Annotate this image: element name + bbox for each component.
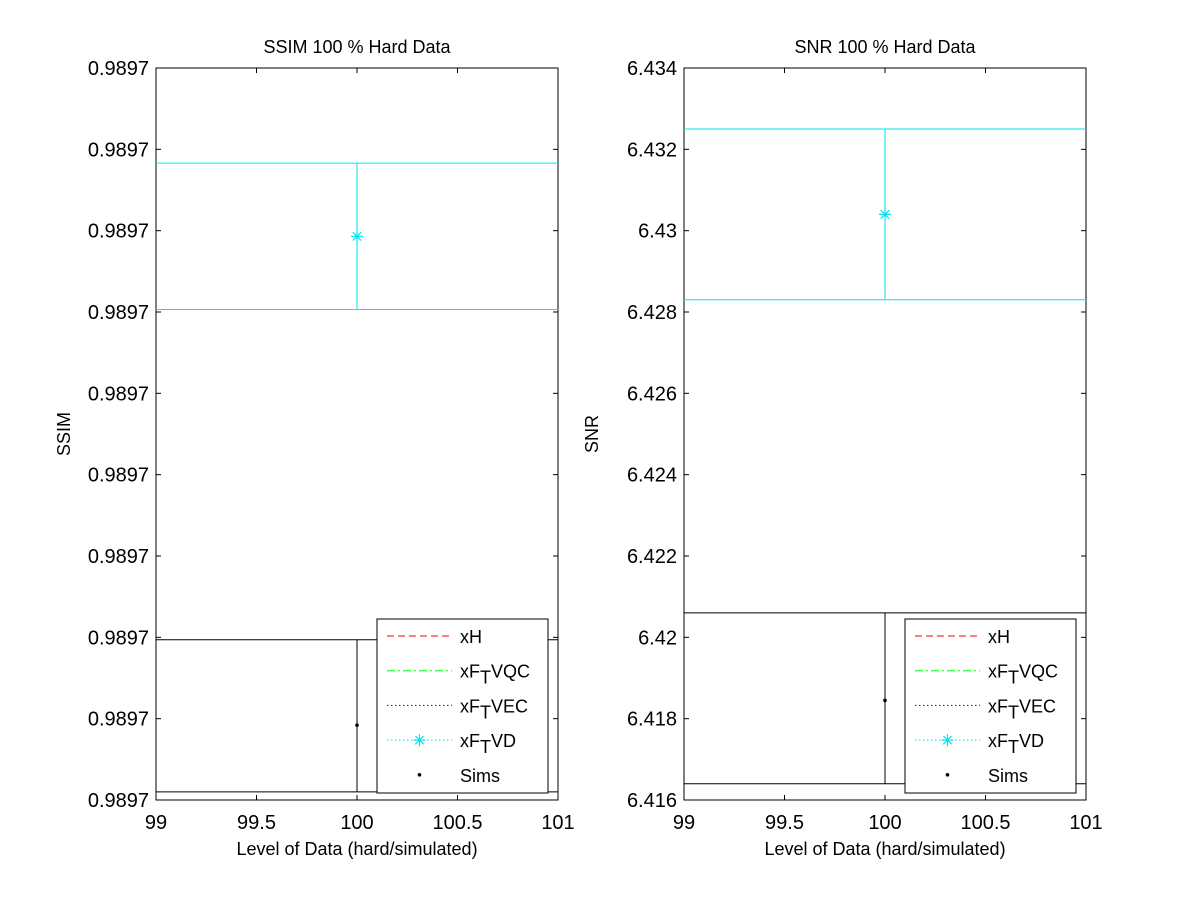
star-stroke xyxy=(414,735,425,745)
y-tick-label: 0.9897 xyxy=(88,627,149,649)
legend-label: xFTVQC xyxy=(460,662,530,688)
dot-marker xyxy=(883,698,887,703)
legend-label: xFTVD xyxy=(460,731,516,757)
legend-box xyxy=(376,618,549,794)
legend-label: xFTVEC xyxy=(988,696,1056,722)
y-tick-label: 0.9897 xyxy=(88,546,149,568)
legend-dot-sample xyxy=(417,773,422,777)
y-tick-label: 6.428 xyxy=(627,302,677,324)
star-stroke xyxy=(942,735,953,745)
x-tick-label: 99 xyxy=(673,812,695,834)
y-tick-label: 0.9897 xyxy=(88,58,149,80)
legend-box xyxy=(904,618,1077,794)
x-tick-label: 100.5 xyxy=(960,812,1010,834)
legend-item: xH xyxy=(915,627,1010,647)
x-tick-label: 101 xyxy=(541,812,574,834)
dot-marker xyxy=(355,723,359,727)
legend-label: xFTVEC xyxy=(460,696,528,722)
y-tick-label: 6.43 xyxy=(638,221,677,243)
y-tick-label: 0.9897 xyxy=(88,221,149,243)
legend-item: xFTVD xyxy=(387,731,516,757)
legend-item: xFTVEC xyxy=(915,696,1056,722)
x-axis-label: Level of Data (hard/simulated) xyxy=(236,839,477,859)
series-xF_TVD-point xyxy=(684,128,1086,301)
legend-label: xFTVQC xyxy=(988,662,1058,688)
chart-title: SNR 100 % Hard Data xyxy=(794,37,976,57)
y-tick-label: 0.9897 xyxy=(88,383,149,405)
y-tick-label: 6.416 xyxy=(627,790,677,812)
star-marker xyxy=(351,230,363,243)
y-tick-label: 0.9897 xyxy=(88,790,149,812)
star-stroke xyxy=(880,209,890,220)
x-tick-label: 99.5 xyxy=(765,812,804,834)
x-tick-label: 100.5 xyxy=(432,812,482,834)
legend-item: Sims xyxy=(417,766,500,786)
legend-item: Sims xyxy=(945,766,1028,786)
y-tick-label: 6.424 xyxy=(627,465,677,487)
x-tick-label: 100 xyxy=(340,812,373,834)
legend-item: xH xyxy=(387,627,482,647)
chart-panel-1: SSIM 100 % Hard Data 99 99.5 100 100.5 101 0.9… xyxy=(54,37,575,859)
x-tick-label: 100 xyxy=(868,812,901,834)
legend-item: xFTVQC xyxy=(387,662,530,688)
y-axis-label: SSIM xyxy=(54,412,74,456)
y-tick-label: 6.42 xyxy=(638,627,677,649)
y-tick-label: 0.9897 xyxy=(88,302,149,324)
y-tick-label: 6.418 xyxy=(627,709,677,731)
legend-item: xFTVQC xyxy=(915,662,1058,688)
chart-panel-2: SNR 100 % Hard Data 99 99.5 100 100.5 101 6.41… xyxy=(582,37,1103,859)
legend-dot-sample xyxy=(945,773,950,777)
star-marker xyxy=(413,734,426,747)
legend-label: xFTVD xyxy=(988,731,1044,757)
y-tick-label: 6.434 xyxy=(627,58,677,80)
legend: xH xFTVQC xFTVEC xFTVD Sims xyxy=(376,618,549,794)
y-axis-label: SNR xyxy=(582,415,602,453)
legend: xH xFTVQC xFTVEC xFTVD Sims xyxy=(904,618,1077,794)
legend-label: Sims xyxy=(460,766,500,786)
x-tick-label: 101 xyxy=(1069,812,1102,834)
y-tick-label: 6.426 xyxy=(627,383,677,405)
star-stroke xyxy=(352,231,362,241)
legend-label: xH xyxy=(988,627,1010,647)
legend-item: xFTVEC xyxy=(387,696,528,722)
x-tick-label: 99 xyxy=(145,812,167,834)
series-xF_TVD-point xyxy=(156,162,558,311)
legend-item: xFTVD xyxy=(915,731,1044,757)
chart-title: SSIM 100 % Hard Data xyxy=(263,37,451,57)
y-tick-label: 6.432 xyxy=(627,139,677,161)
legend-label: Sims xyxy=(988,766,1028,786)
x-tick-label: 99.5 xyxy=(237,812,276,834)
y-tick-label: 6.422 xyxy=(627,546,677,568)
y-tick-label: 0.9897 xyxy=(88,709,149,731)
y-tick-label: 0.9897 xyxy=(88,465,149,487)
star-marker xyxy=(941,734,954,747)
x-axis-label: Level of Data (hard/simulated) xyxy=(764,839,1005,859)
legend-label: xH xyxy=(460,627,482,647)
y-tick-label: 0.9897 xyxy=(88,139,149,161)
star-marker xyxy=(879,208,891,221)
